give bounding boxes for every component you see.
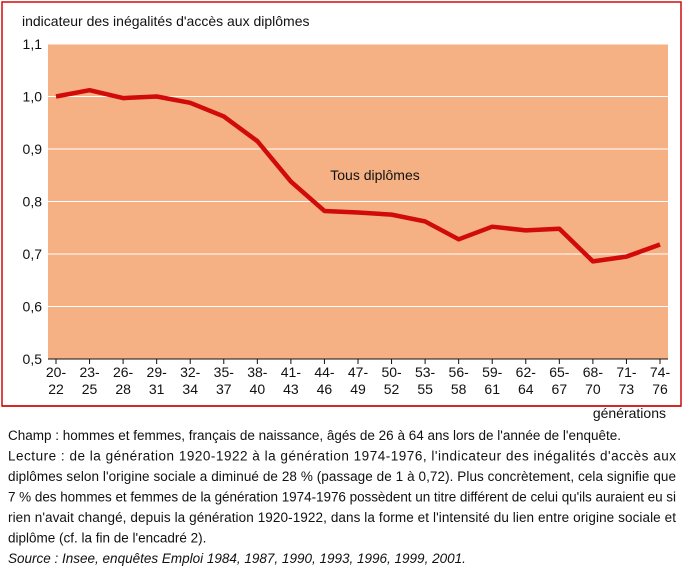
x-tick-label-part: 23- — [79, 364, 100, 380]
x-axis-title: générations — [593, 405, 666, 421]
x-tick-label-part: 70 — [585, 381, 601, 397]
x-tick-label: 56-58 — [449, 364, 470, 397]
x-tick-label-part: 43 — [283, 381, 299, 397]
x-tick-label: 59-61 — [482, 364, 503, 397]
x-tick-label-part: 71- — [616, 364, 637, 380]
data-line — [55, 87, 661, 264]
x-tick-label-part: 44- — [314, 364, 335, 380]
note-line: Source : Insee, enquêtes Emploi 1984, 19… — [8, 551, 466, 566]
x-tick-label-part: 53- — [415, 364, 436, 380]
x-tick-label-part: 35- — [214, 364, 235, 380]
note-line: Champ : hommes et femmes, français de na… — [8, 428, 621, 443]
x-tick-label: 29-31 — [147, 364, 168, 397]
x-tick-label-part: 40 — [250, 381, 266, 397]
y-axis-title: indicateur des inégalités d'accès aux di… — [22, 13, 310, 29]
x-tick-label-part: 58 — [451, 381, 467, 397]
x-tick-label-part: 64 — [518, 381, 534, 397]
y-tick-label: 1,0 — [23, 89, 43, 105]
x-tick-label-part: 47- — [348, 364, 369, 380]
x-tick-label: 68-70 — [583, 364, 604, 397]
y-tick-label: 0,9 — [23, 141, 43, 157]
note-line: Lecture : de la génération 1920-1922 à l… — [8, 449, 676, 464]
x-tick-label-part: 68- — [583, 364, 604, 380]
y-tick-label: 0,8 — [23, 194, 43, 210]
x-tick-label-part: 55 — [417, 381, 433, 397]
note-line: diplômes selon l'origine sociale a dimin… — [8, 469, 676, 484]
x-tick-label-part: 67 — [552, 381, 568, 397]
x-tick-label-part: 31 — [149, 381, 165, 397]
x-tick-label: 26-28 — [113, 364, 134, 397]
note-line: diplôme (cf. la fin de l'encadré 2). — [8, 531, 206, 546]
x-tick-label: 53-55 — [415, 364, 436, 397]
x-tick-label-part: 46 — [317, 381, 333, 397]
x-tick-label-part: 59- — [482, 364, 503, 380]
x-tick-label-part: 38- — [247, 364, 268, 380]
y-tick-label: 0,7 — [23, 246, 43, 262]
y-tick-label: 0,5 — [23, 351, 43, 367]
x-tick-label: 47-49 — [348, 364, 369, 397]
x-tick-label: 35-37 — [214, 364, 235, 397]
x-tick-label: 65-67 — [549, 364, 570, 397]
y-tick-label: 0,6 — [23, 299, 43, 315]
x-tick-label-part: 25 — [82, 381, 98, 397]
x-tick-label: 50-52 — [381, 364, 402, 397]
x-tick-label: 62-64 — [516, 364, 537, 397]
x-tick-label-part: 26- — [113, 364, 134, 380]
x-tick-label-part: 34 — [182, 381, 198, 397]
y-tick-label: 1,1 — [23, 36, 43, 52]
note-line: 7 % des hommes et femmes de la génératio… — [8, 490, 676, 505]
x-tick-label-part: 28 — [115, 381, 131, 397]
x-tick-label: 20-22 — [46, 364, 67, 397]
x-tick-label-part: 56- — [449, 364, 470, 380]
annotation: Tous diplômes — [330, 167, 420, 183]
x-tick-label-part: 76 — [652, 381, 668, 397]
x-tick-label-part: 37 — [216, 381, 232, 397]
x-tick-label-part: 65- — [549, 364, 570, 380]
x-tick-label-part: 41- — [281, 364, 302, 380]
x-tick-label-part: 62- — [516, 364, 537, 380]
x-tick-label: 23-25 — [79, 364, 100, 397]
x-tick-label-part: 73 — [619, 381, 635, 397]
x-tick-label-part: 20- — [46, 364, 67, 380]
x-tick-label-part: 50- — [381, 364, 402, 380]
x-tick-label-part: 74- — [650, 364, 671, 380]
x-tick-label: 32-34 — [180, 364, 201, 397]
x-tick-label: 71-73 — [616, 364, 637, 397]
x-tick-label: 41-43 — [281, 364, 302, 397]
x-tick-label: 44-46 — [314, 364, 335, 397]
x-tick-label-part: 29- — [147, 364, 168, 380]
x-tick-label-part: 52 — [384, 381, 400, 397]
note-line: rien n'avait changé, depuis la génératio… — [8, 510, 676, 525]
x-tick-label-part: 49 — [350, 381, 366, 397]
x-tick-label-part: 32- — [180, 364, 201, 380]
x-tick-label-part: 22 — [48, 381, 64, 397]
x-tick-label-part: 61 — [484, 381, 500, 397]
x-tick-label: 38-40 — [247, 364, 268, 397]
x-tick-label: 74-76 — [650, 364, 671, 397]
